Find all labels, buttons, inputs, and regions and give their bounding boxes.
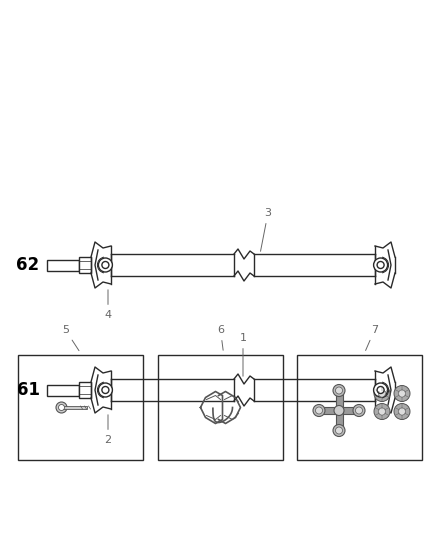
Bar (47, 260, 79, 271)
Bar (254, 254, 375, 276)
Circle shape (377, 262, 384, 269)
Bar (319, 407, 359, 414)
Circle shape (374, 383, 388, 397)
Text: 61: 61 (17, 381, 39, 399)
Text: 7: 7 (366, 325, 378, 351)
Circle shape (378, 408, 385, 415)
Circle shape (394, 385, 410, 401)
Circle shape (102, 262, 109, 269)
Circle shape (102, 386, 109, 393)
Text: 3: 3 (261, 208, 272, 251)
Bar (47, 384, 79, 395)
Bar (254, 379, 375, 401)
Circle shape (333, 384, 345, 397)
Text: 4: 4 (104, 290, 112, 320)
Bar (61, 406, 86, 409)
Circle shape (313, 405, 325, 416)
Circle shape (99, 383, 113, 397)
Circle shape (333, 424, 345, 437)
Text: 1: 1 (240, 333, 247, 376)
Circle shape (394, 403, 410, 419)
Circle shape (374, 258, 388, 272)
Circle shape (56, 402, 67, 413)
Circle shape (356, 407, 363, 414)
Circle shape (374, 403, 390, 419)
Bar (79, 382, 91, 398)
Bar (111, 379, 234, 401)
Circle shape (336, 387, 343, 394)
Circle shape (315, 407, 322, 414)
Circle shape (377, 386, 384, 393)
Circle shape (336, 427, 343, 434)
Text: 62: 62 (17, 256, 39, 274)
Bar (336, 391, 343, 431)
Text: 2: 2 (104, 415, 112, 445)
Circle shape (59, 405, 64, 410)
Text: 5: 5 (62, 325, 79, 351)
Text: 6: 6 (217, 325, 224, 350)
Circle shape (378, 390, 385, 397)
Bar (158, 355, 283, 460)
Circle shape (399, 408, 406, 415)
Bar (111, 254, 234, 276)
Bar (18, 355, 143, 460)
Bar (234, 379, 254, 400)
Bar (234, 254, 254, 276)
Circle shape (353, 405, 365, 416)
Circle shape (374, 385, 390, 401)
Circle shape (399, 390, 406, 397)
Bar (297, 355, 422, 460)
Circle shape (334, 406, 344, 416)
Circle shape (99, 258, 113, 272)
Bar (79, 257, 91, 273)
